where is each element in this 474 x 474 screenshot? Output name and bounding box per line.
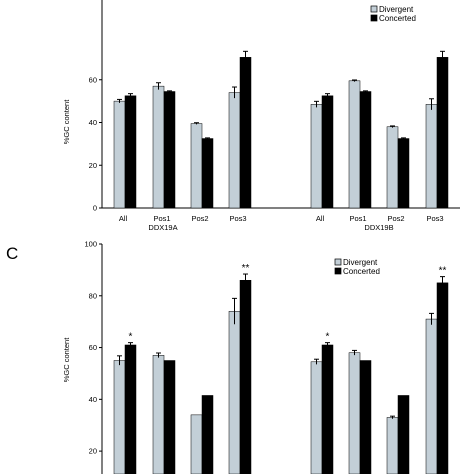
- bar-concerted: [163, 360, 176, 474]
- y-tick-label: 0: [93, 204, 97, 213]
- significance-marker: **: [242, 263, 250, 274]
- bar-divergent: [113, 100, 126, 209]
- bar-divergent: [425, 318, 438, 474]
- category-label: All: [119, 214, 128, 223]
- category-label: Pos2: [191, 214, 208, 223]
- bar-concerted: [359, 91, 372, 209]
- y-tick-label: 100: [84, 240, 97, 249]
- bar-concerted: [201, 138, 214, 209]
- bar-concerted: [321, 344, 334, 474]
- significance-marker: *: [326, 332, 330, 343]
- bar-concerted: [163, 91, 176, 209]
- bar-concerted: [239, 57, 252, 209]
- y-tick-label: 80: [89, 291, 97, 300]
- y-tick-label: 40: [89, 118, 97, 127]
- legend-top: Divergent Concerted: [370, 5, 416, 23]
- y-tick-label: 20: [89, 447, 97, 456]
- bar-concerted: [201, 395, 214, 474]
- y-axis-label: %GC content: [62, 99, 71, 145]
- bar-divergent: [310, 361, 323, 474]
- bar-divergent: [348, 80, 361, 209]
- bar-divergent: [152, 355, 165, 474]
- group-label-ddx19a: DDX19A: [148, 223, 177, 232]
- bar-concerted: [124, 95, 137, 209]
- significance-marker: *: [129, 332, 133, 343]
- legend-label-divergent: Divergent: [379, 5, 414, 14]
- panel-label: C: [6, 244, 18, 263]
- legend-swatch-divergent: [334, 258, 342, 266]
- bar-divergent: [386, 417, 399, 474]
- bar-concerted: [397, 395, 410, 474]
- category-label: All: [316, 214, 325, 223]
- group-label-ddx19b: DDX19B: [364, 223, 393, 232]
- legend-label-divergent: Divergent: [343, 258, 378, 267]
- bar-divergent: [425, 104, 438, 209]
- chart-top: 0 20 40 60 %GC content All Pos1 Pos2 Pos3 All Po…: [62, 0, 460, 232]
- legend-swatch-concerted: [370, 14, 378, 22]
- y-tick-label: 20: [89, 161, 97, 170]
- legend-bottom: Divergent Concerted: [334, 258, 380, 276]
- bar-divergent: [348, 352, 361, 474]
- category-label: Pos3: [229, 214, 246, 223]
- bar-divergent: [152, 85, 165, 209]
- bar-concerted: [124, 344, 137, 474]
- bar-divergent: [190, 123, 203, 209]
- bar-divergent: [386, 126, 399, 209]
- category-label: Pos1: [349, 214, 366, 223]
- bar-concerted: [359, 360, 372, 474]
- y-tick-label: 40: [89, 395, 97, 404]
- bar-divergent: [310, 104, 323, 209]
- y-axis-bottom: 20 40 60 80 100: [84, 240, 103, 474]
- bar-divergent: [228, 92, 241, 209]
- category-label: Pos3: [426, 214, 443, 223]
- category-label: Pos1: [153, 214, 170, 223]
- bar-concerted: [397, 138, 410, 209]
- y-tick-label: 60: [89, 75, 97, 84]
- legend-swatch-divergent: [370, 5, 378, 13]
- y-axis-label: %GC content: [62, 337, 71, 383]
- category-label: Pos2: [387, 214, 404, 223]
- bar-concerted: [436, 57, 449, 209]
- bar-concerted: [239, 279, 252, 474]
- bar-divergent: [190, 414, 203, 474]
- y-tick-label: 60: [89, 343, 97, 352]
- bar-concerted: [436, 282, 449, 474]
- bar-divergent: [113, 360, 126, 474]
- legend-label-concerted: Concerted: [343, 267, 380, 276]
- legend-label-concerted: Concerted: [379, 14, 416, 23]
- bar-divergent: [228, 311, 241, 474]
- significance-marker: **: [439, 266, 447, 277]
- bar-concerted: [321, 95, 334, 209]
- legend-swatch-concerted: [334, 267, 342, 275]
- y-axis-top: 0 20 40 60: [89, 0, 103, 213]
